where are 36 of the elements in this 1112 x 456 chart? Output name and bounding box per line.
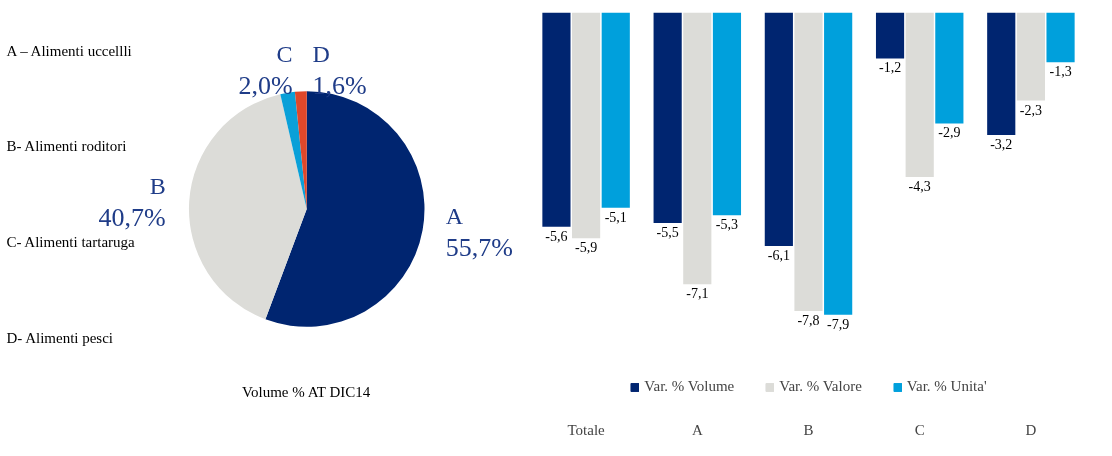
data-label: -1,2: [878, 60, 902, 76]
data-label: -4,3: [908, 179, 931, 195]
data-label: -2,3: [1019, 102, 1042, 118]
data-label: -5,3: [715, 217, 739, 233]
text: A – Alimenti uccellli: [6, 42, 132, 59]
slice-label: A: [445, 203, 464, 230]
slice-label: B: [149, 172, 166, 199]
text: C- Alimenti tartaruga: [6, 234, 136, 251]
text: B- Alimenti roditori: [6, 138, 127, 155]
data-label: 1,6%: [312, 71, 367, 101]
data-label: -2,9: [938, 125, 961, 141]
data-label: 40,7%: [98, 202, 166, 232]
data-label: -7,9: [827, 316, 850, 332]
x-tick-label: A: [691, 421, 703, 438]
text: Volume % AT DIC14: [242, 384, 371, 401]
data-label: -6,1: [767, 247, 790, 263]
data-label: -5,1: [604, 209, 627, 225]
data-label: -1,3: [1049, 64, 1072, 80]
x-tick-label: Totale: [567, 421, 606, 438]
x-tick-label: B: [803, 421, 814, 438]
data-label: 2,0%: [238, 71, 293, 101]
legend-label: Var. % Unita': [906, 378, 987, 395]
data-label: 55,7%: [445, 233, 513, 263]
slice-label: D: [312, 41, 330, 68]
x-tick-label: C: [914, 421, 925, 438]
text: D- Alimenti pesci: [6, 329, 114, 346]
data-label: -7,8: [797, 312, 820, 328]
legend-label: Var. % Valore: [779, 378, 862, 395]
x-tick-label: D: [1025, 421, 1037, 438]
slice-label: C: [276, 41, 293, 68]
data-label: -5,6: [545, 228, 568, 244]
data-label: -5,5: [656, 224, 679, 240]
legend-label: Var. % Volume: [644, 378, 735, 395]
data-label: -7,1: [686, 286, 709, 302]
data-label: -5,9: [575, 240, 598, 256]
data-label: -3,2: [990, 136, 1013, 152]
